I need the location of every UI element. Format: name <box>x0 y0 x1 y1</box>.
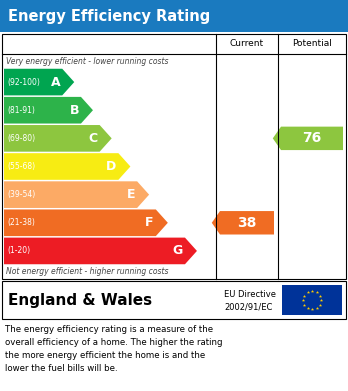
Text: Current: Current <box>230 39 264 48</box>
Text: Very energy efficient - lower running costs: Very energy efficient - lower running co… <box>6 57 168 66</box>
Text: B: B <box>70 104 79 117</box>
Text: F: F <box>145 216 154 229</box>
Text: (92-100): (92-100) <box>7 77 40 86</box>
Text: E: E <box>127 188 135 201</box>
Text: (1-20): (1-20) <box>7 246 30 255</box>
Text: 76: 76 <box>302 131 322 145</box>
Text: C: C <box>88 132 98 145</box>
Text: EU Directive: EU Directive <box>224 290 276 299</box>
Polygon shape <box>4 69 74 95</box>
Polygon shape <box>4 125 112 152</box>
Text: Potential: Potential <box>292 39 332 48</box>
Text: Not energy efficient - higher running costs: Not energy efficient - higher running co… <box>6 267 168 276</box>
Polygon shape <box>4 238 197 264</box>
Text: 2002/91/EC: 2002/91/EC <box>224 302 272 311</box>
Text: Energy Efficiency Rating: Energy Efficiency Rating <box>8 9 210 23</box>
Text: A: A <box>50 75 60 89</box>
Polygon shape <box>212 211 274 235</box>
Text: (69-80): (69-80) <box>7 134 35 143</box>
Text: (39-54): (39-54) <box>7 190 35 199</box>
Bar <box>2 281 346 319</box>
Text: (21-38): (21-38) <box>7 218 35 227</box>
Text: The energy efficiency rating is a measure of the
overall efficiency of a home. T: The energy efficiency rating is a measur… <box>5 325 222 373</box>
Polygon shape <box>4 210 168 236</box>
Text: D: D <box>106 160 116 173</box>
Bar <box>282 285 342 315</box>
Text: 38: 38 <box>237 216 257 230</box>
Polygon shape <box>273 127 343 150</box>
Polygon shape <box>4 97 93 124</box>
Text: (81-91): (81-91) <box>7 106 35 115</box>
Polygon shape <box>4 181 149 208</box>
Bar <box>2 34 346 279</box>
Text: G: G <box>173 244 183 257</box>
Bar <box>0 0 348 32</box>
Polygon shape <box>4 153 130 180</box>
Text: (55-68): (55-68) <box>7 162 35 171</box>
Text: England & Wales: England & Wales <box>8 292 152 307</box>
